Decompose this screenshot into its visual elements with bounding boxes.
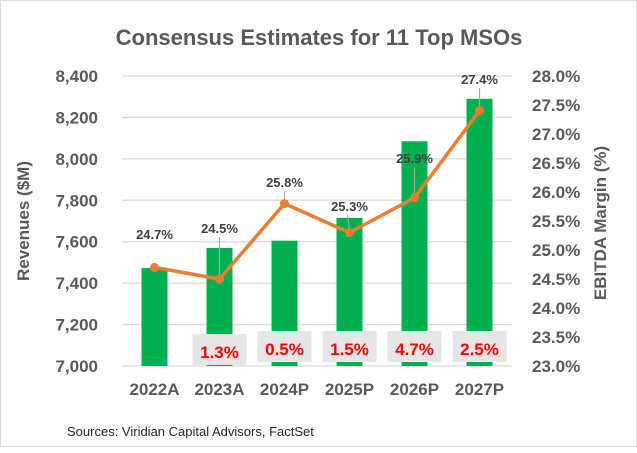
y-axis-left-ticks: 7,000 7,200 7,400 7,600 7,800 8,000 8,200 8,400 [55,67,98,376]
y2-tick-label: 26.5% [532,154,580,173]
source-note: Sources: Viridian Capital Advisors, Fact… [67,424,314,439]
x-axis-ticks: 2022A 2023A 2024P 2025P 2026P 2027P [129,380,504,399]
y-tick-label: 8,200 [55,108,98,127]
line-path [154,109,481,281]
gridlines [122,75,512,367]
line-marker [280,199,289,209]
bar [466,98,493,367]
growth-label: 0.5% [265,340,304,359]
growth-label-box [192,334,247,365]
line-data-label: 25.3% [331,199,368,214]
y2-tick-label: 28.0% [532,67,580,86]
x-tick-label: 2022A [129,380,179,399]
y2-tick-label: 23.5% [532,328,580,347]
growth-label: 1.3% [200,343,239,362]
bar-series-revenues [141,98,493,367]
line-data-labels: 24.7% 24.5% 25.8% 25.3% 25.9% 27.4% [136,72,498,242]
y2-tick-label: 24.0% [532,299,580,318]
line-data-label: 24.5% [201,221,238,236]
growth-label: 2.5% [460,340,499,359]
chart-title: Consensus Estimates for 11 Top MSOs [116,25,523,50]
line-marker [475,106,484,116]
y2-tick-label: 24.5% [532,270,580,289]
growth-label: 1.5% [330,340,369,359]
line-data-label: 25.8% [266,175,303,190]
y-tick-label: 8,000 [55,150,98,169]
line-marker [345,228,354,238]
leader-lines [218,88,481,275]
growth-label-box [257,331,312,362]
growth-label-box [322,331,377,362]
y2-tick-label: 26.0% [532,183,580,202]
y-tick-label: 7,200 [55,316,98,335]
leader-line [346,214,351,229]
growth-label-box [387,331,442,362]
x-tick-label: 2023A [194,380,244,399]
y2-tick-label: 23.0% [532,357,580,376]
y-tick-label: 8,400 [55,67,98,86]
x-tick-label: 2026P [390,380,439,399]
y-axis-right-ticks: 23.0% 23.5% 24.0% 24.5% 25.0% 25.5% 26.0% 26.5%… [532,67,580,376]
y2-tick-label: 27.5% [532,96,580,115]
line-series-ebitda-margin [150,106,484,284]
bar [141,268,168,366]
y2-tick-label: 27.0% [532,125,580,144]
x-tick-label: 2025P [325,380,374,399]
y-axis-left-label: Revenues ($M) [14,161,33,281]
x-tick-label: 2027P [455,380,504,399]
line-data-label: 24.7% [136,227,173,242]
y-tick-label: 7,000 [55,357,98,376]
y-tick-label: 7,400 [55,274,98,293]
x-tick-label: 2024P [260,380,309,399]
line-marker [410,193,419,203]
line-data-label: 25.9% [396,151,433,166]
growth-labels: 1.3% 0.5% 1.5% 4.7% 2.5% [192,331,507,365]
growth-label-box [452,331,507,362]
y2-tick-label: 25.5% [532,212,580,231]
y-tick-label: 7,800 [55,191,98,210]
y2-tick-label: 25.0% [532,241,580,260]
line-data-label: 27.4% [461,72,498,87]
y-axis-right-label: EBITDA Margin (%) [591,146,610,300]
y-tick-label: 7,600 [55,233,98,252]
line-marker [215,274,224,284]
line-marker [150,262,159,272]
growth-label: 4.7% [395,340,434,359]
